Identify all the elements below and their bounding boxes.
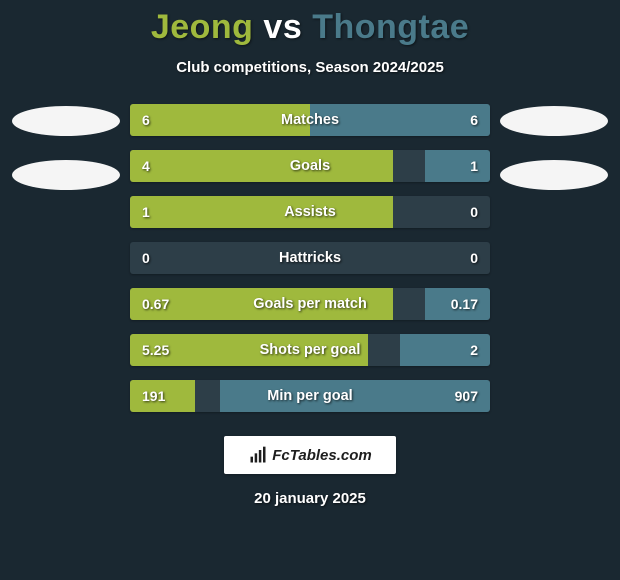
player2-name: Thongtae xyxy=(312,8,469,46)
footer-date: 20 january 2025 xyxy=(0,490,620,507)
comparison-title: Jeong vs Thongtae xyxy=(0,0,620,47)
stat-row: 5.25Shots per goal2 xyxy=(130,334,490,366)
season-subtitle: Club competitions, Season 2024/2025 xyxy=(0,59,620,76)
stat-value-right: 0 xyxy=(470,242,478,274)
player1-name: Jeong xyxy=(151,8,254,46)
chart-icon xyxy=(248,445,268,465)
stat-value-right: 1 xyxy=(470,150,478,182)
player1-avatar-placeholder xyxy=(12,106,120,136)
stat-row: 191Min per goal907 xyxy=(130,380,490,412)
stat-label: Hattricks xyxy=(130,242,490,274)
stat-label: Goals xyxy=(130,150,490,182)
stat-row: 6Matches6 xyxy=(130,104,490,136)
stat-value-right: 6 xyxy=(470,104,478,136)
stat-label: Shots per goal xyxy=(130,334,490,366)
vs-text: vs xyxy=(263,8,302,46)
stat-label: Matches xyxy=(130,104,490,136)
stat-row: 1Assists0 xyxy=(130,196,490,228)
stat-row: 0Hattricks0 xyxy=(130,242,490,274)
stat-label: Min per goal xyxy=(130,380,490,412)
player2-club-placeholder xyxy=(500,160,608,190)
player2-avatar-placeholder xyxy=(500,106,608,136)
player1-club-placeholder xyxy=(12,160,120,190)
stat-value-right: 2 xyxy=(470,334,478,366)
stats-container: 6Matches64Goals11Assists00Hattricks00.67… xyxy=(124,104,496,412)
stat-row: 4Goals1 xyxy=(130,150,490,182)
stat-value-right: 0.17 xyxy=(451,288,478,320)
branding-text: FcTables.com xyxy=(272,447,371,464)
stat-value-right: 907 xyxy=(455,380,478,412)
player2-avatar-column xyxy=(496,104,612,190)
stat-label: Assists xyxy=(130,196,490,228)
branding-badge[interactable]: FcTables.com xyxy=(224,436,396,474)
player1-avatar-column xyxy=(8,104,124,190)
comparison-content: 6Matches64Goals11Assists00Hattricks00.67… xyxy=(0,104,620,412)
stat-row: 0.67Goals per match0.17 xyxy=(130,288,490,320)
stat-value-right: 0 xyxy=(470,196,478,228)
stat-label: Goals per match xyxy=(130,288,490,320)
